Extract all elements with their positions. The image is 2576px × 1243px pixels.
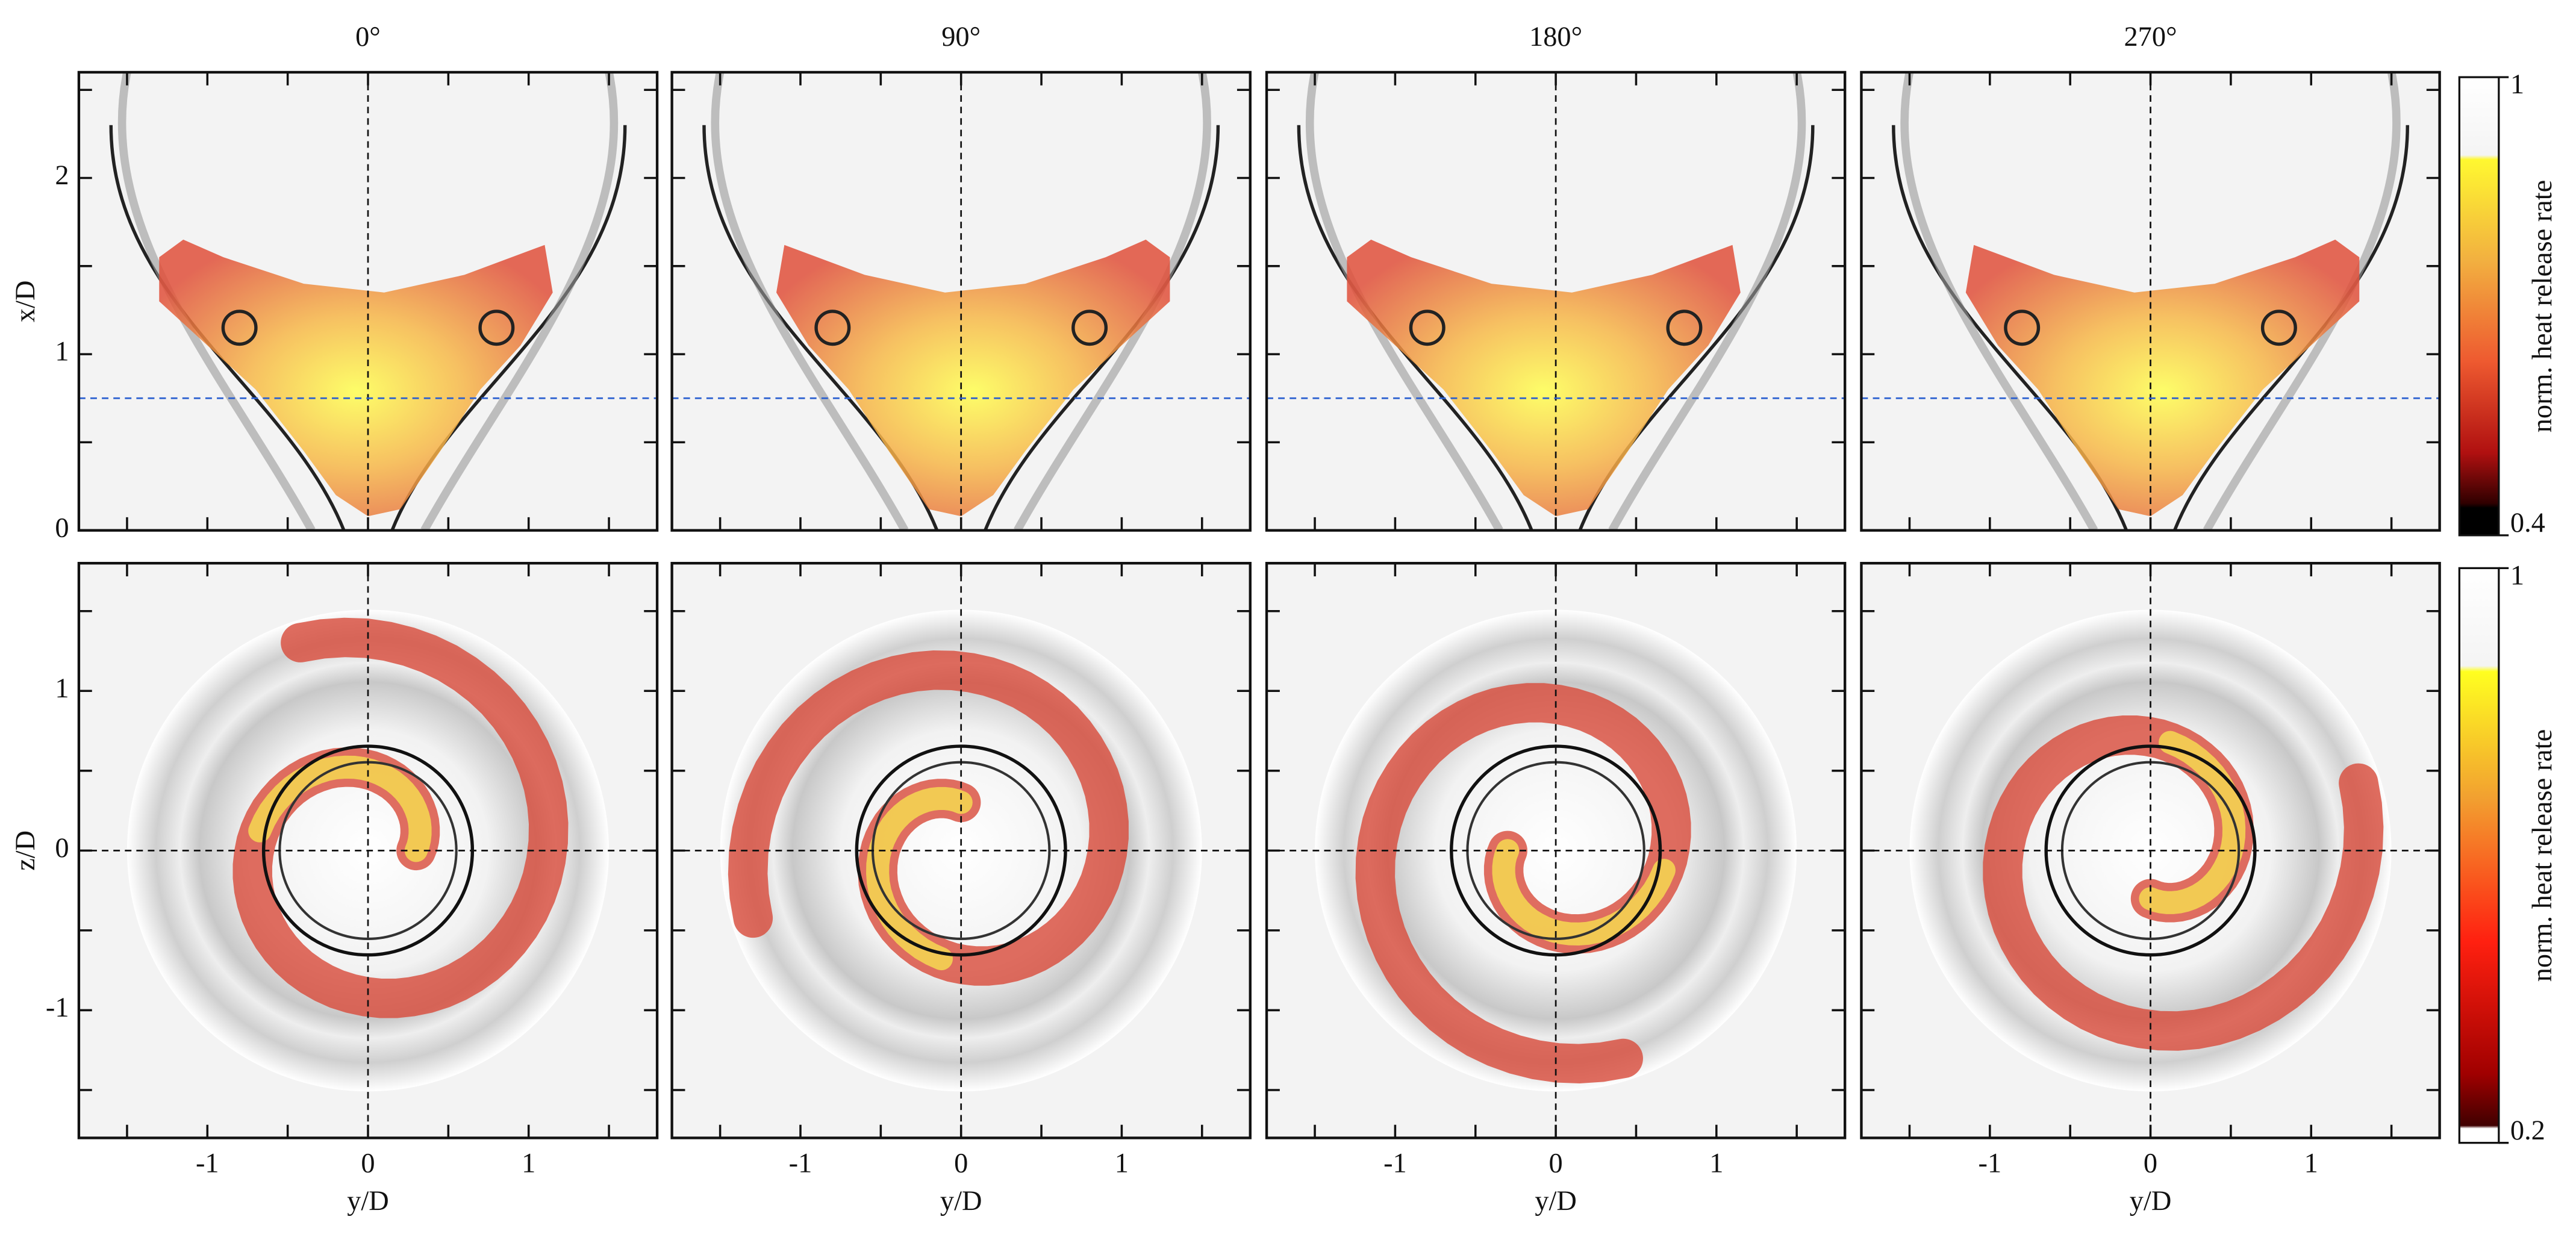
flame-core — [1492, 839, 1676, 945]
colorbar — [2458, 76, 2500, 537]
x-tick-label: -1 — [1383, 1148, 1407, 1179]
shear-layer — [420, 72, 619, 531]
column-title: 270° — [2124, 22, 2177, 52]
x-axis-label: y/D — [1535, 1186, 1577, 1217]
vortex — [2260, 310, 2297, 346]
colorbar-tick-label: 1 — [2510, 69, 2524, 100]
vortex — [2004, 310, 2041, 346]
x-tick-label: 0 — [954, 1148, 968, 1179]
shear-layer — [711, 72, 909, 531]
x-axis-label: y/D — [2130, 1186, 2172, 1217]
panel — [1267, 72, 1845, 531]
colorbar — [2458, 567, 2500, 1144]
y-tick-label: 1 — [55, 337, 69, 367]
flame — [1965, 239, 2360, 517]
column-title: 180° — [1529, 22, 1582, 52]
x-tick-label: -1 — [789, 1148, 812, 1179]
vortex — [478, 310, 515, 346]
colorbar-tick-label: 1 — [2510, 560, 2524, 591]
x-tick-label: 0 — [2144, 1148, 2157, 1179]
flame — [776, 239, 1170, 517]
y-tick-label: 0 — [55, 833, 69, 864]
flame — [1347, 239, 1741, 517]
flame-core — [248, 755, 432, 862]
vortex — [1409, 310, 1445, 346]
flame-core — [866, 787, 973, 971]
y-axis-label: z/D — [10, 830, 41, 871]
x-tick-label: 1 — [1709, 1148, 1723, 1179]
x-tick-label: 1 — [2304, 1148, 2318, 1179]
flame — [159, 239, 553, 517]
y-tick-label: 2 — [55, 160, 69, 191]
x-axis-label: y/D — [347, 1186, 389, 1217]
panel — [1861, 72, 2440, 531]
panel — [672, 72, 1250, 531]
column-title: 0° — [355, 22, 381, 52]
vortex — [221, 310, 258, 346]
shear-layer — [1608, 72, 1806, 531]
colorbar-label: norm. heat release rate — [2527, 180, 2558, 432]
vortex — [1071, 310, 1108, 346]
x-axis-label: y/D — [940, 1186, 982, 1217]
shear-layer — [1900, 72, 2098, 531]
x-tick-label: 0 — [361, 1148, 375, 1179]
y-tick-label: -1 — [46, 992, 69, 1023]
vortex — [814, 310, 851, 346]
column-title: 90° — [941, 22, 981, 52]
x-tick-label: 1 — [522, 1148, 535, 1179]
y-tick-label: 1 — [55, 673, 69, 704]
flame-core — [2139, 731, 2246, 914]
panel — [78, 72, 658, 531]
colorbar-tick-label: 0.4 — [2510, 508, 2545, 538]
x-tick-label: 1 — [1115, 1148, 1129, 1179]
vortex — [1666, 310, 1703, 346]
x-tick-label: -1 — [196, 1148, 219, 1179]
x-tick-label: 0 — [1549, 1148, 1563, 1179]
colorbar-tick-label: 0.2 — [2510, 1115, 2545, 1146]
y-tick-label: 0 — [55, 512, 69, 543]
x-tick-label: -1 — [1979, 1148, 2002, 1179]
colorbar-label: norm. heat release rate — [2527, 729, 2558, 982]
y-axis-label: x/D — [10, 281, 41, 323]
